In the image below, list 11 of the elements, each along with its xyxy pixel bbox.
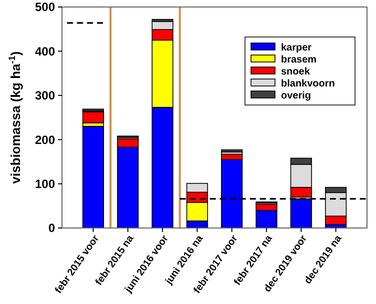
y-tick-label: 100 [34,177,56,191]
y-tick-label: 0 [48,221,56,236]
legend-label: karper [281,42,312,54]
y-tick-label: 200 [34,132,56,147]
legend-label: blankvoorn [281,78,335,90]
legend-label: overig [281,90,312,102]
y-tick-label: 300 [34,88,56,103]
legend-label: brasem [281,54,317,66]
y-tick-label: 500 [34,0,56,14]
legend-label: snoek [281,66,310,78]
y-tick-label: 400 [34,44,56,58]
